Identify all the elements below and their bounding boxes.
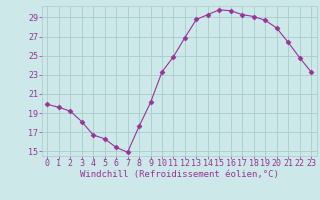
X-axis label: Windchill (Refroidissement éolien,°C): Windchill (Refroidissement éolien,°C) <box>80 170 279 179</box>
